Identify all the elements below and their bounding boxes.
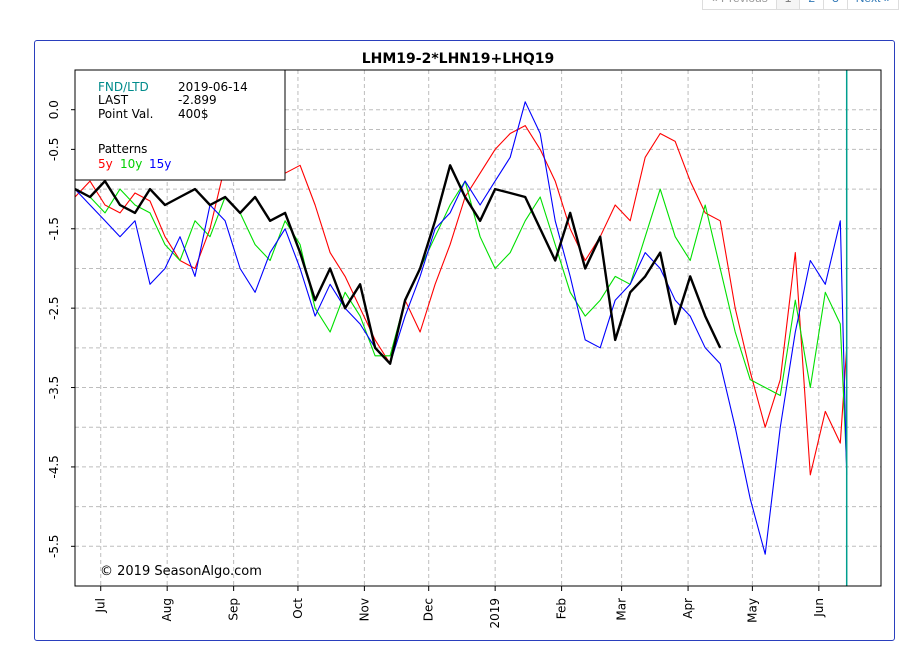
last-label: LAST [98,93,129,107]
legend-5y: 5y [98,157,113,171]
y-tick-label: -4.5 [47,455,61,478]
x-axis: Jul Aug Sep Oct Nov Dec 2019 Feb Mar Apr May Jun [94,586,826,629]
y-tick-label: 0.0 [47,100,61,119]
pagination: « Previous 1 2 3 Next » [702,0,900,10]
info-box: FND/LTD 2019-06-14 LAST -2.899 Point Val… [74,69,286,181]
x-tick-label: 2019 [488,598,502,629]
x-tick-label: Aug [160,598,174,621]
x-tick-label: Jul [94,598,108,613]
legend-10y: 10y [120,157,142,171]
x-tick-label: Oct [291,598,305,619]
x-tick-label: Apr [681,598,695,619]
y-axis: 0.0 -0.5 -1.5 -2.5 -3.5 -4.5 -5.5 [47,100,75,558]
point-value: 400$ [178,107,209,121]
fnd-value: 2019-06-14 [178,80,248,94]
seasonal-chart: 0.0 -0.5 -1.5 -2.5 -3.5 -4.5 -5.5 Jul Aug Sep Oct… [47,51,882,629]
last-value: -2.899 [178,93,217,107]
x-tick-label: Dec [422,598,436,621]
x-tick-label: Jun [812,598,826,618]
y-tick-label: -1.5 [47,217,61,240]
x-tick-label: Nov [357,598,371,621]
y-tick-label: -3.5 [47,376,61,399]
y-tick-label: -2.5 [47,296,61,319]
chart-title: LHM19-2*LHN19+LHQ19 [362,51,555,67]
x-tick-label: May [745,598,759,623]
patterns-label: Patterns [98,142,147,156]
legend-15y: 15y [149,157,171,171]
chart-panel: 0.0 -0.5 -1.5 -2.5 -3.5 -4.5 -5.5 Jul Aug Sep Oct… [34,40,895,641]
series-line-10y [74,180,848,467]
series-line-current [74,164,722,365]
x-tick-label: Mar [615,598,629,621]
fnd-label: FND/LTD [98,80,149,94]
page-2-link[interactable]: 2 [799,0,825,10]
point-value-label: Point Val. [98,107,153,121]
series-line-15y [74,101,848,555]
y-tick-label: -5.5 [47,535,61,558]
page-1-link[interactable]: 1 [775,0,801,10]
info-box-frame [74,69,286,181]
series-lines [74,101,848,555]
previous-page-link[interactable]: « Previous [702,0,777,10]
x-tick-label: Feb [555,598,569,619]
next-page-link[interactable]: Next » [846,0,900,10]
x-tick-label: Sep [227,598,241,621]
copyright-text: © 2019 SeasonAlgo.com [100,564,262,579]
page-3-link[interactable]: 3 [823,0,848,10]
plot-frame [74,69,882,587]
y-tick-label: -0.5 [47,138,61,161]
